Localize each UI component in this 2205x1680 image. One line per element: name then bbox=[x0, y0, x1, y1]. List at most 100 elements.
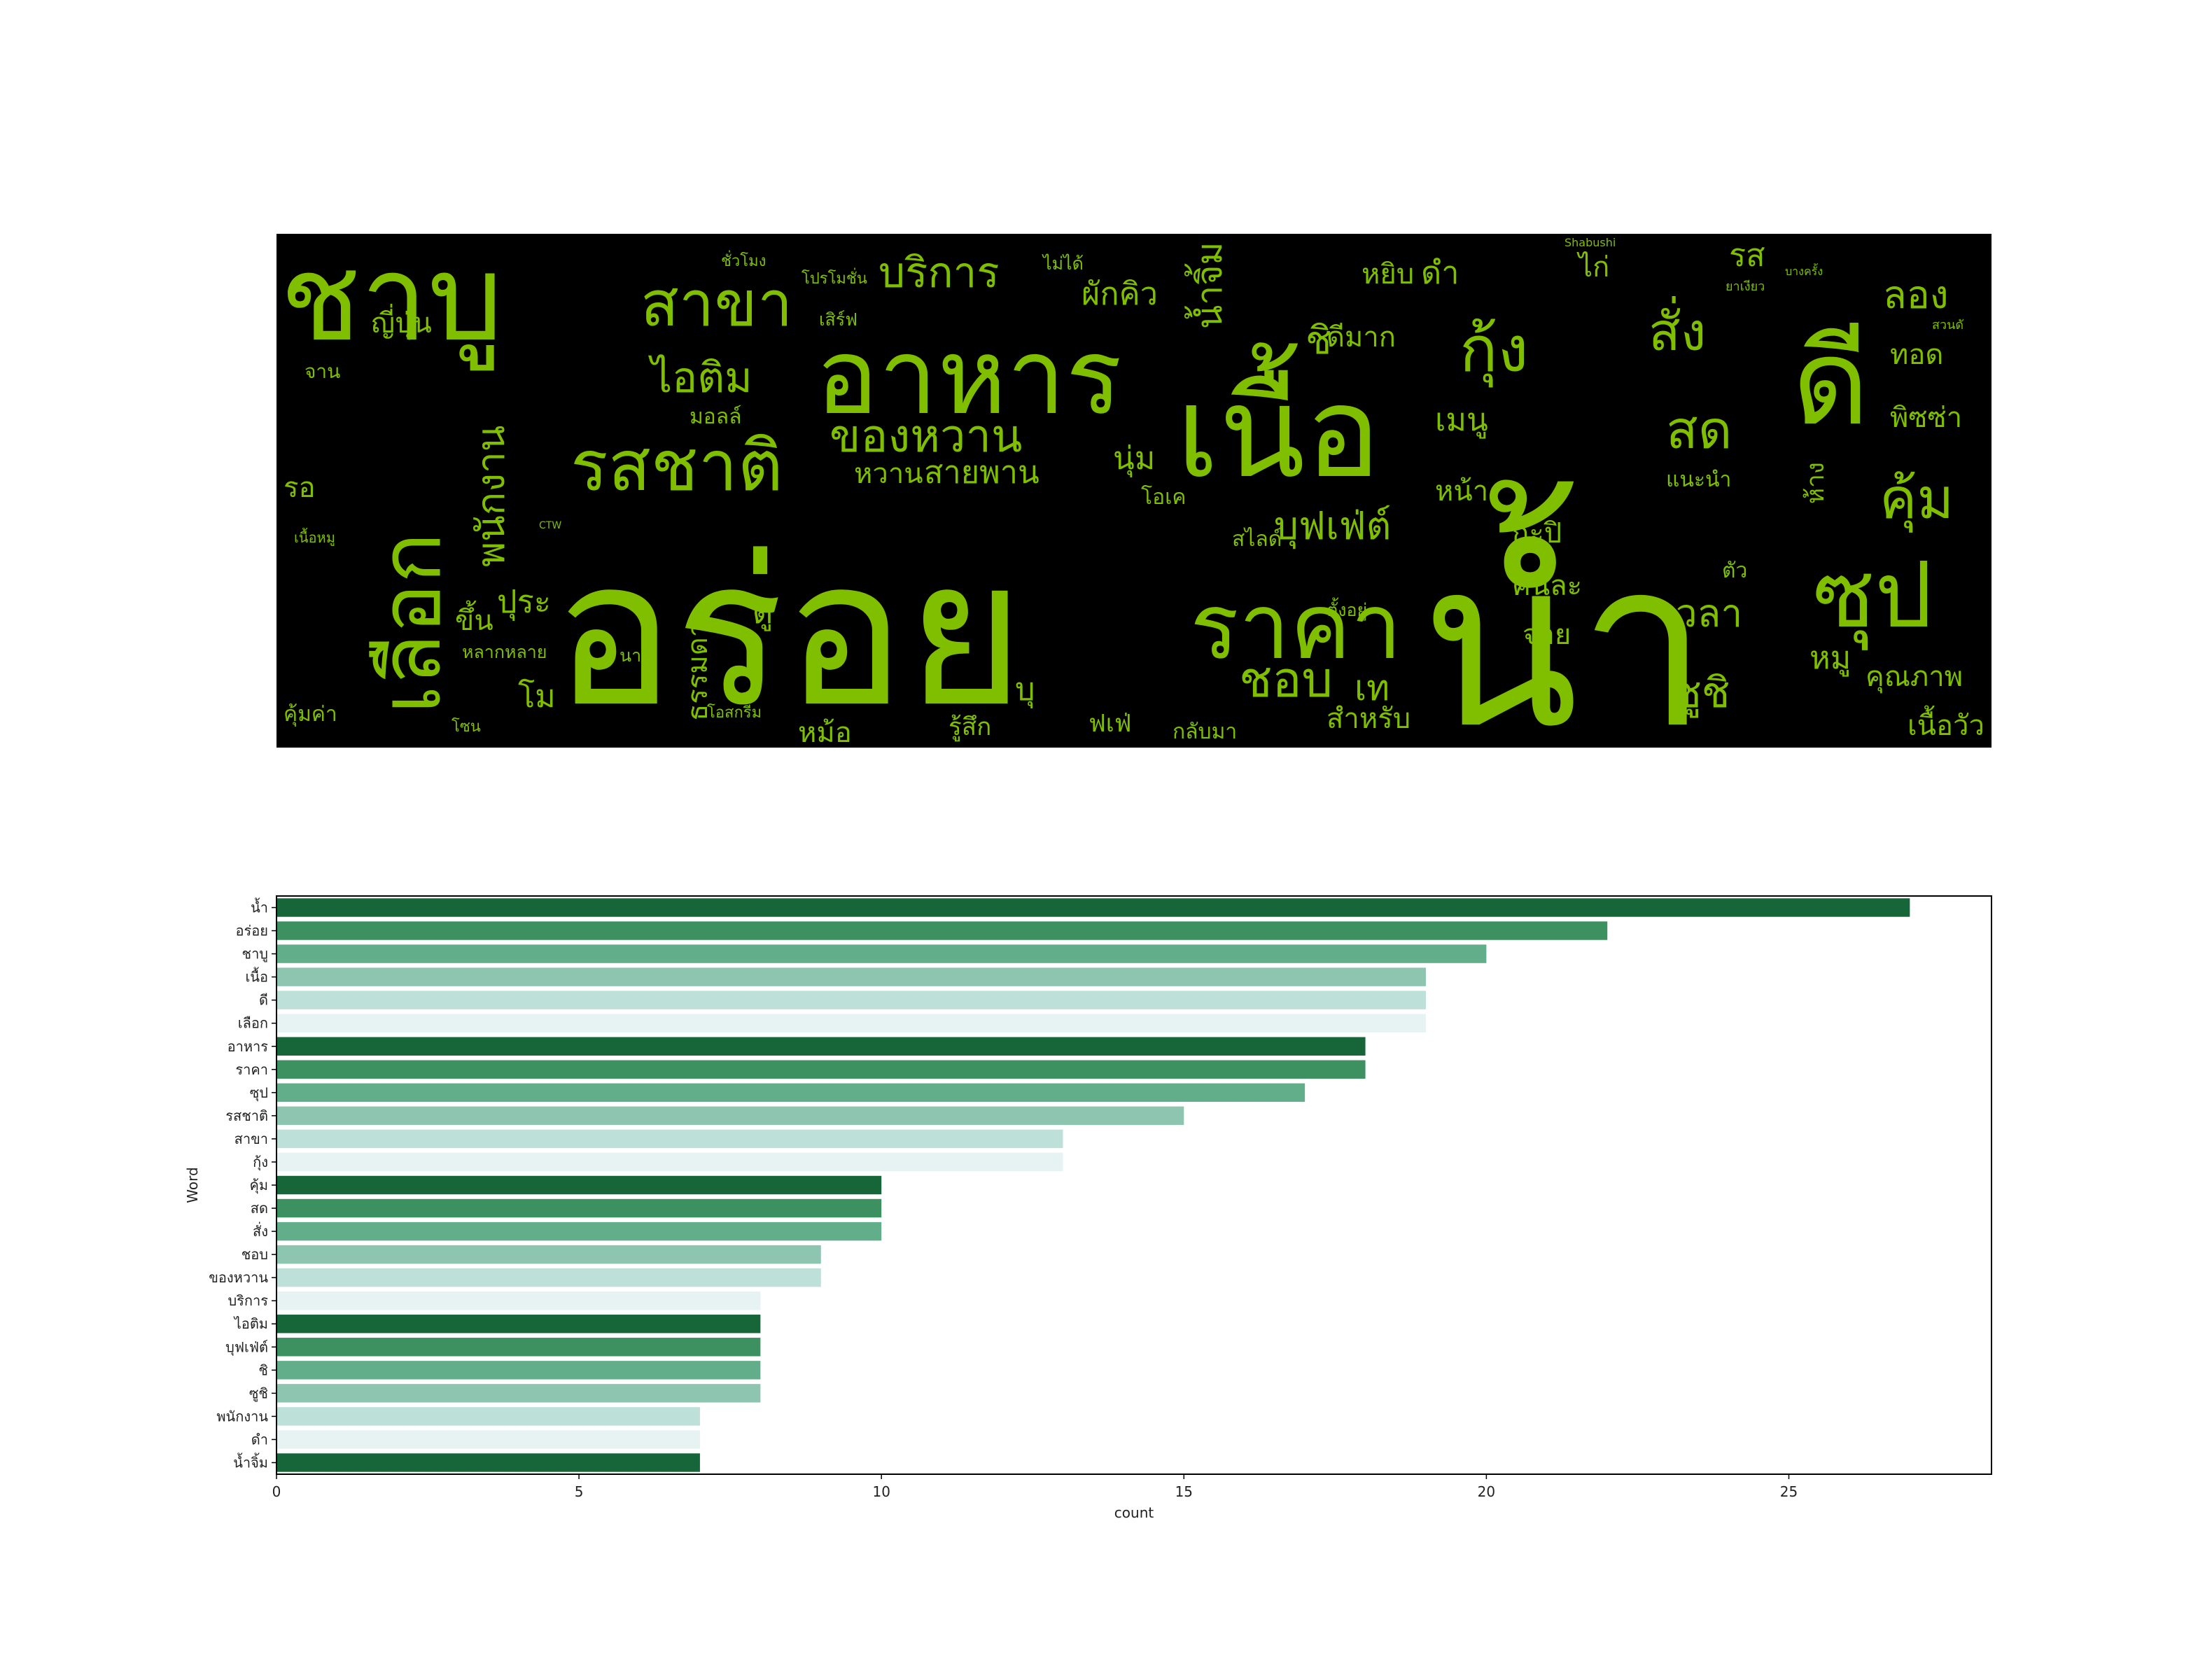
word-cloud-word: พนักงาน bbox=[468, 426, 513, 568]
word-cloud-word: ซูชิ bbox=[1673, 668, 1730, 718]
word-cloud-word: สั่ง bbox=[1648, 296, 1706, 363]
bar bbox=[276, 1037, 1366, 1056]
word-cloud-word: กลับมา bbox=[1172, 720, 1237, 744]
y-tick-label: ซูชิ bbox=[249, 1385, 268, 1402]
bar bbox=[276, 1060, 1366, 1079]
word-cloud-word: ทอด bbox=[1890, 339, 1943, 371]
word-cloud-word: ของหวาน bbox=[830, 410, 1023, 463]
word-cloud-word: โอสกรีม bbox=[707, 704, 762, 722]
word-cloud-word: ชอบ bbox=[1239, 651, 1333, 708]
word-cloud-word: ชิ bbox=[1306, 318, 1331, 363]
word-cloud-word: หมู bbox=[1809, 639, 1851, 677]
word-cloud-word: สวนดั bbox=[1932, 318, 1963, 332]
y-tick-label: บริการ bbox=[227, 1292, 268, 1309]
word-cloud-word: ลอง bbox=[1883, 272, 1949, 317]
word-cloud-word: สไลด์ bbox=[1232, 526, 1282, 552]
word-cloud-word: โม bbox=[518, 678, 556, 715]
word-cloud-word: บริการ bbox=[878, 248, 1000, 298]
word-cloud-word: ไม่ได้ bbox=[1042, 253, 1084, 274]
y-tick-label: บุฟเฟ่ต์ bbox=[225, 1338, 268, 1356]
y-tick-label: เลือก bbox=[238, 1015, 268, 1032]
y-tick-label: อาหาร bbox=[227, 1038, 269, 1055]
word-cloud-word: บุ bbox=[1015, 671, 1035, 708]
bar bbox=[276, 1014, 1426, 1032]
word-cloud-word: ฟเฟ่ bbox=[1088, 710, 1132, 738]
word-cloud-word: ปุระ bbox=[497, 583, 551, 621]
word-cloud-word: คุ้ม bbox=[1879, 466, 1954, 533]
bar bbox=[276, 1129, 1063, 1149]
word-cloud-word: บุฟเฟ่ต์ bbox=[1274, 503, 1391, 550]
y-tick-label: ดี bbox=[259, 992, 268, 1009]
word-cloud-word: พิซซ่า bbox=[1890, 402, 1962, 434]
word-cloud-word: กุ้ง bbox=[1460, 313, 1528, 388]
bar bbox=[276, 1175, 882, 1195]
word-cloud-word: หน้า bbox=[1435, 475, 1488, 507]
y-tick-label: สั่ง bbox=[253, 1222, 268, 1240]
y-tick-label: ของหวาน bbox=[209, 1269, 268, 1286]
y-tick-label: กุ้ง bbox=[253, 1154, 268, 1171]
word-cloud-word: เมนู bbox=[1435, 401, 1488, 439]
y-tick-label: คุ้ม bbox=[249, 1177, 268, 1194]
word-cloud-word: รู้สึก bbox=[948, 713, 991, 741]
x-tick-label: 15 bbox=[1175, 1483, 1193, 1500]
word-cloud-word: โซน bbox=[451, 718, 481, 736]
word-cloud-word: หวาน bbox=[854, 458, 923, 490]
word-cloud-word: ซุป bbox=[1813, 542, 1933, 651]
word-cloud-word: ไอติม bbox=[648, 354, 752, 402]
word-cloud-word: อาหาร bbox=[816, 316, 1122, 438]
word-cloud-word: เสิร์ฟ bbox=[819, 309, 858, 330]
bar-series bbox=[276, 898, 1910, 1472]
word-cloud-word: ยาเงียว bbox=[1726, 279, 1765, 294]
word-cloud-word: ตัว bbox=[1722, 559, 1747, 583]
word-cloud-word: หม้อ bbox=[798, 717, 852, 749]
word-cloud-word: ขึ้น bbox=[455, 600, 493, 637]
y-tick-label: ดำ bbox=[251, 1431, 268, 1448]
x-tick-label: 25 bbox=[1780, 1483, 1798, 1500]
word-cloud-word: อร่อย bbox=[553, 516, 1025, 752]
word-cloud-word: รสชาติ bbox=[570, 425, 783, 507]
bar bbox=[276, 1152, 1063, 1172]
bar bbox=[276, 1106, 1184, 1126]
word-cloud-word: น้ำ bbox=[1421, 479, 1709, 779]
word-cloud-word: ชาบู bbox=[280, 230, 503, 371]
y-tick-label: พนักงาน bbox=[216, 1408, 268, 1424]
bar bbox=[276, 1083, 1306, 1102]
word-cloud-word: สำหรับ bbox=[1326, 703, 1410, 735]
bar bbox=[276, 898, 1910, 917]
word-cloud-word: นุ่ม bbox=[1113, 440, 1155, 477]
word-cloud-word: ผักคิว bbox=[1082, 275, 1158, 312]
x-tick-label: 20 bbox=[1478, 1483, 1495, 1500]
y-tick-label: สาขา bbox=[234, 1130, 268, 1147]
word-cloud-word: จ่าย bbox=[1522, 619, 1571, 651]
bar bbox=[276, 1268, 821, 1287]
x-tick-label: 0 bbox=[272, 1483, 281, 1500]
y-axis-label: Word bbox=[184, 1167, 201, 1203]
x-tick-label: 5 bbox=[575, 1483, 584, 1500]
y-tick-label: น้ำจิ้ม bbox=[233, 1452, 268, 1471]
word-cloud-word: กะปิ bbox=[1512, 517, 1562, 550]
bar bbox=[276, 1407, 700, 1426]
word-cloud-word: หลากหลาย bbox=[462, 642, 547, 662]
word-cloud-word: ดู bbox=[752, 594, 773, 631]
word-cloud-word: ญี่ปุ่น bbox=[371, 304, 432, 340]
word-cloud-word: หยิบ bbox=[1362, 258, 1414, 290]
y-tick-label: น้ำ bbox=[251, 898, 268, 916]
word-cloud-word: ดีมาก bbox=[1326, 321, 1396, 354]
plot-area-frame bbox=[276, 895, 1992, 1475]
bar-chart: น้ำอร่อยชาบูเนื้อดีเลือกอาหารราคาซุปรสชา… bbox=[184, 895, 1992, 1521]
word-cloud-word: แนะนำ bbox=[1666, 468, 1731, 492]
bar bbox=[276, 967, 1426, 986]
x-tick-labels: 0 5 10 15 20 25 bbox=[272, 1474, 1798, 1500]
y-tick-label: ชอบ bbox=[241, 1246, 268, 1263]
word-cloud-word: คุณภาพ bbox=[1865, 661, 1963, 694]
word-cloud-word: สด bbox=[1666, 399, 1732, 461]
word-cloud-word: ตั้งอยู่ bbox=[1326, 597, 1367, 621]
word-cloud-word: โปรโมชั่น bbox=[802, 267, 867, 288]
word-cloud-word: นาที bbox=[620, 645, 653, 666]
word-cloud-word: สาขา bbox=[640, 267, 793, 341]
word-cloud-word: รส bbox=[1729, 237, 1765, 274]
y-tick-label: ชิ bbox=[258, 1362, 268, 1378]
word-cloud-word: ดำ bbox=[1421, 254, 1460, 291]
